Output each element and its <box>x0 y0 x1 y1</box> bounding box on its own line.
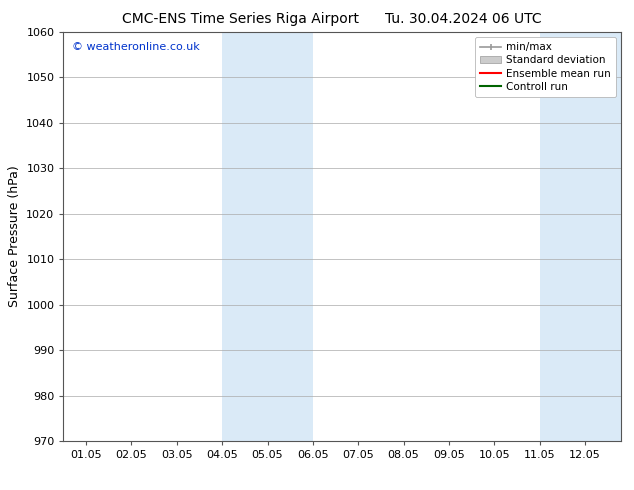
Text: CMC-ENS Time Series Riga Airport: CMC-ENS Time Series Riga Airport <box>122 12 359 26</box>
Bar <box>222 32 313 441</box>
Bar <box>540 32 621 441</box>
Y-axis label: Surface Pressure (hPa): Surface Pressure (hPa) <box>8 166 21 307</box>
Text: Tu. 30.04.2024 06 UTC: Tu. 30.04.2024 06 UTC <box>384 12 541 26</box>
Legend: min/max, Standard deviation, Ensemble mean run, Controll run: min/max, Standard deviation, Ensemble me… <box>475 37 616 97</box>
Text: © weatheronline.co.uk: © weatheronline.co.uk <box>72 42 200 52</box>
